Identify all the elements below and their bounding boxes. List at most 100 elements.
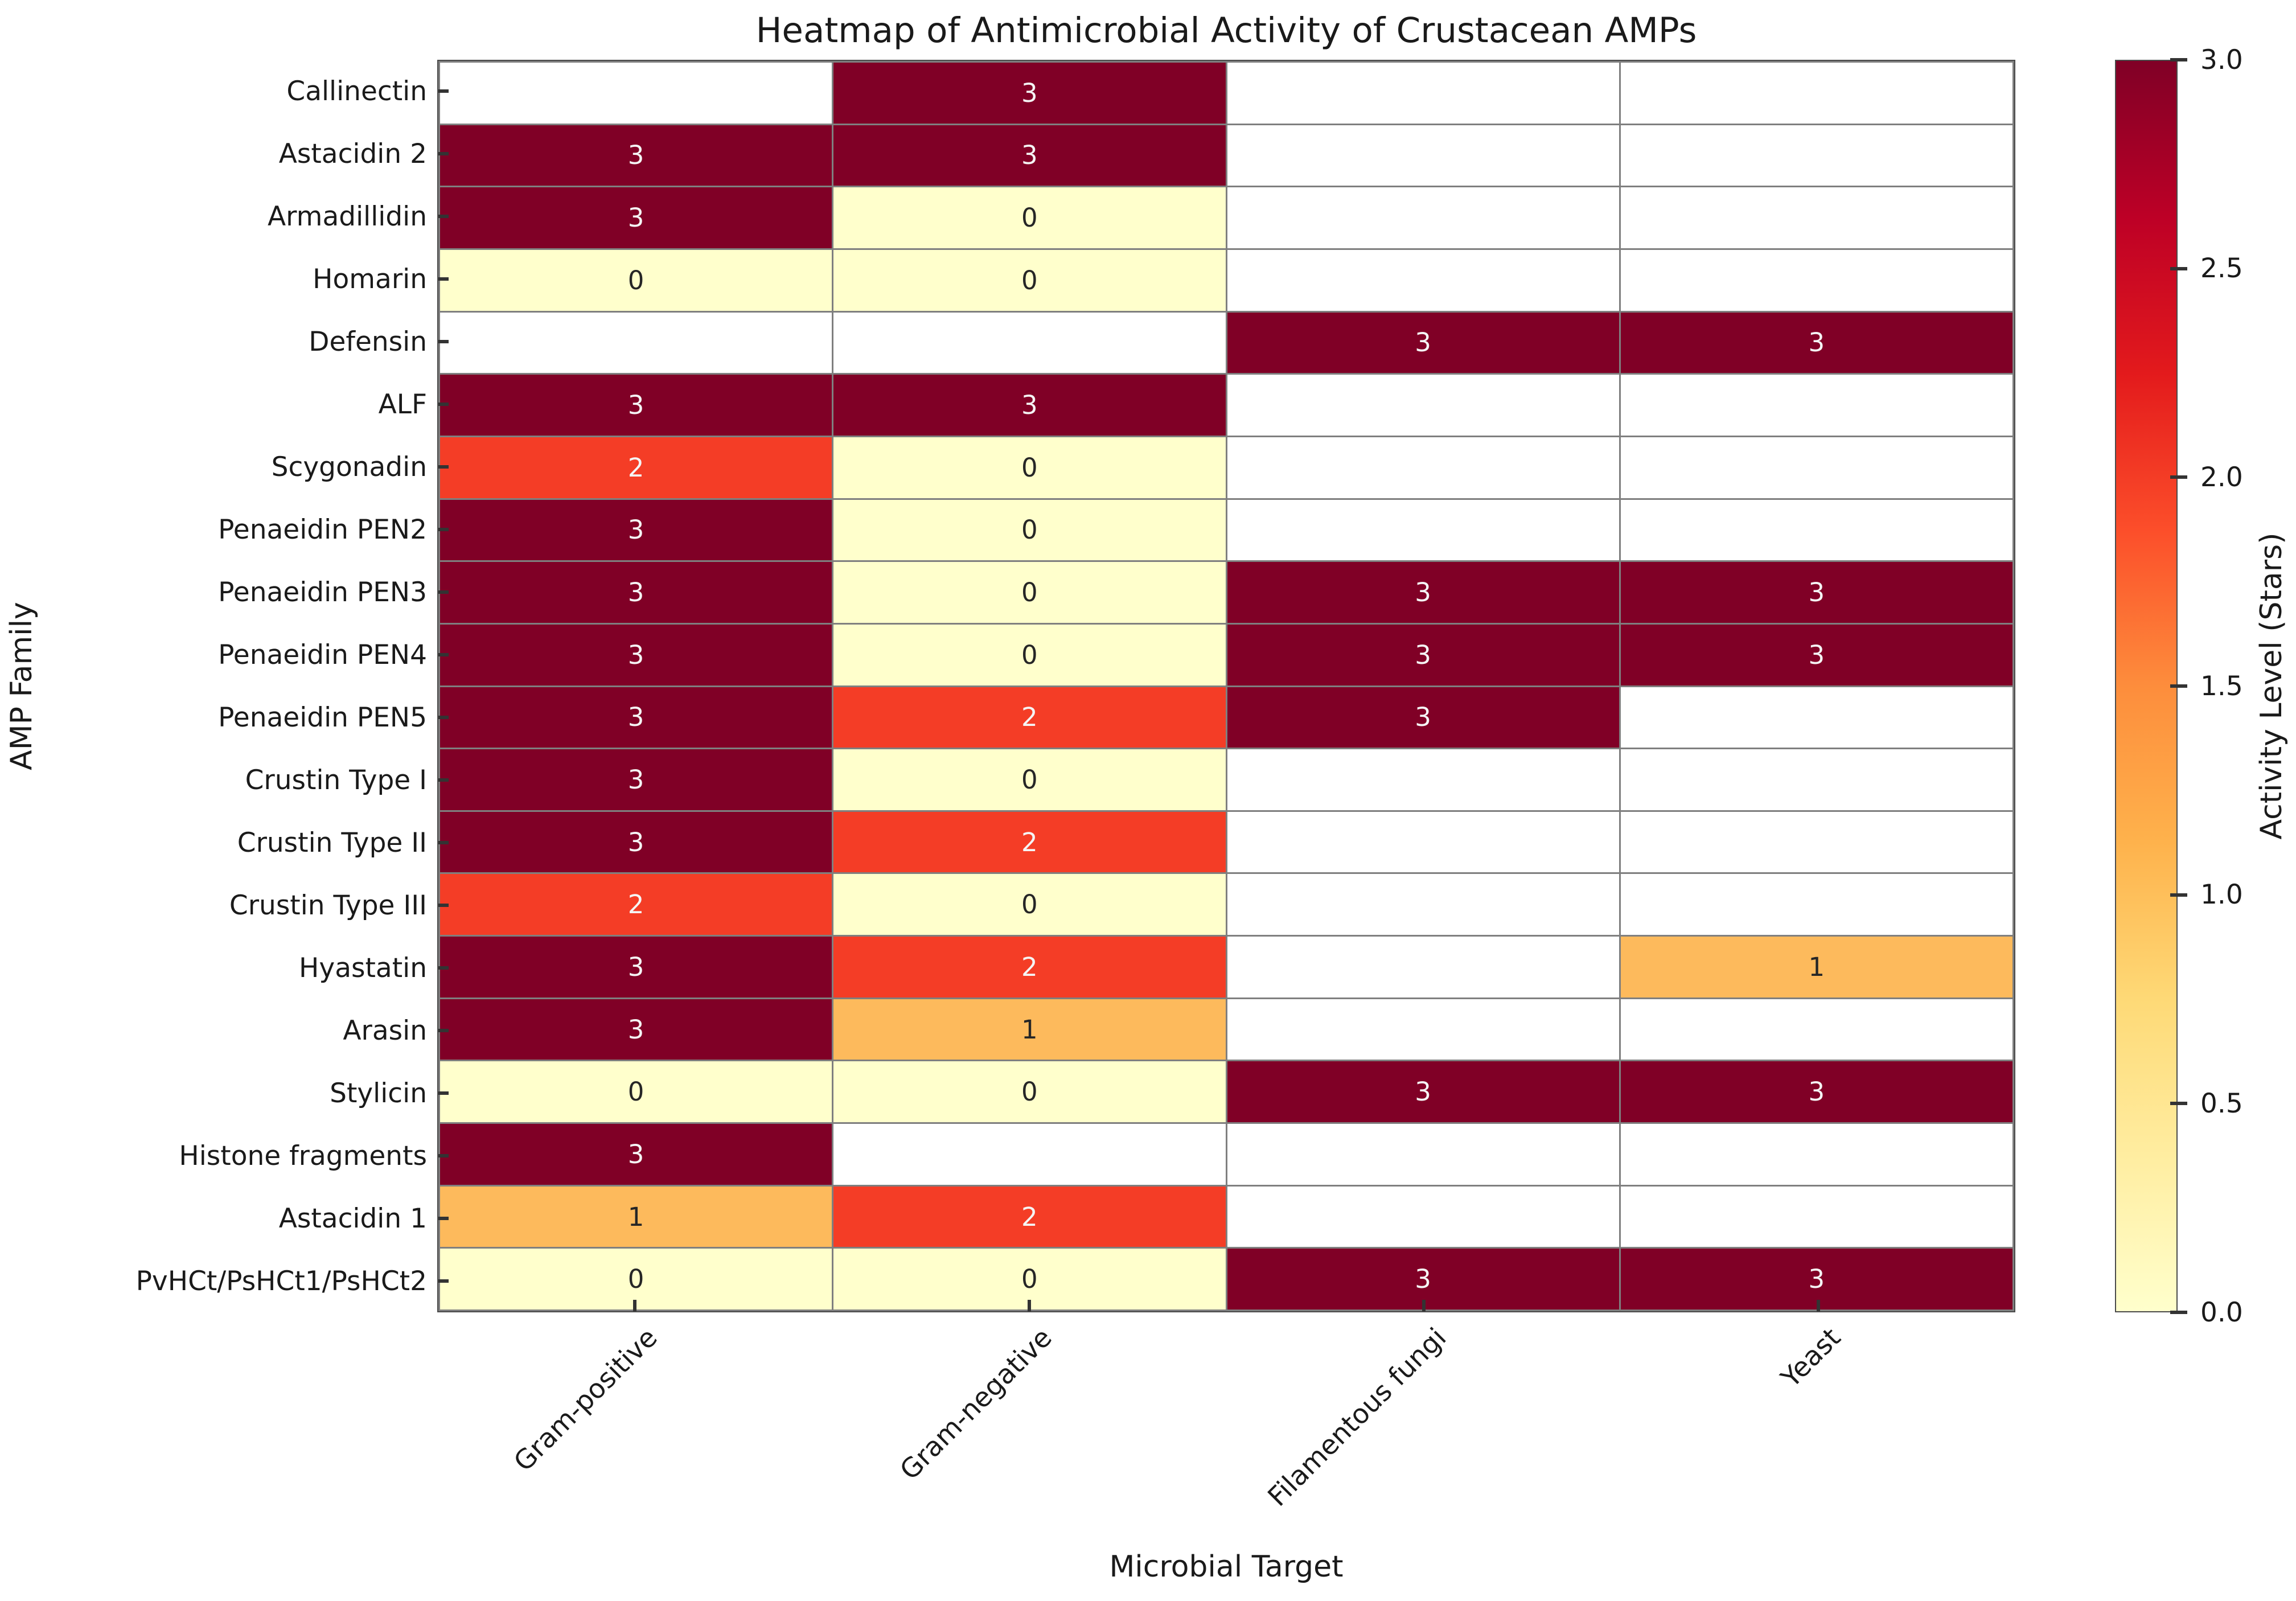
y-tick-mark [438, 403, 449, 406]
y-tick-mark [438, 904, 449, 907]
heatmap-cell-18-1: 2 [833, 1186, 1226, 1247]
colorbar-tick-mark [2170, 684, 2187, 688]
heatmap-cell-0-1: 3 [833, 63, 1226, 124]
heatmap-cell-7-0: 3 [440, 499, 832, 561]
y-tick-label: PvHCt/PsHCt1/PsHCt2 [135, 1265, 427, 1297]
x-tick-mark [1027, 1300, 1031, 1311]
y-tick-mark [438, 340, 449, 343]
heatmap-cell-2-2 [1227, 187, 1619, 248]
heatmap-cell-7-3 [1620, 499, 2012, 561]
heatmap-cell-10-1: 2 [833, 687, 1226, 748]
heatmap-cell-5-2 [1227, 375, 1619, 436]
heatmap-cell-13-0: 2 [440, 874, 832, 935]
heatmap-cell-15-0: 3 [440, 999, 832, 1060]
heatmap-cell-3-0: 0 [440, 249, 832, 311]
heatmap-cell-14-2 [1227, 937, 1619, 997]
heatmap-cell-19-3: 3 [1620, 1249, 2012, 1309]
heatmap-cell-6-1: 0 [833, 437, 1226, 498]
x-tick-label: Gram-negative [893, 1322, 1058, 1487]
colorbar-tick-label: 0.0 [2200, 1296, 2243, 1328]
heatmap-cell-3-2 [1227, 249, 1619, 311]
heatmap-cell-9-2: 3 [1227, 624, 1619, 685]
heatmap-cell-1-0: 3 [440, 125, 832, 186]
heatmap-cell-7-1: 0 [833, 499, 1226, 561]
colorbar-tick-label: 2.0 [2200, 461, 2243, 493]
y-tick-mark [438, 465, 449, 469]
heatmap-cell-9-3: 3 [1620, 624, 2012, 685]
heatmap-cell-12-2 [1227, 811, 1619, 873]
y-tick-mark [438, 89, 449, 93]
x-tick-label: Filamentous fungi [1262, 1322, 1453, 1513]
y-tick-mark [438, 1279, 449, 1283]
heatmap-cell-4-3: 3 [1620, 312, 2012, 373]
y-tick-mark [438, 152, 449, 155]
heatmap-cell-6-3 [1620, 437, 2012, 498]
colorbar-tick-mark [2170, 1102, 2187, 1106]
heatmap-cell-12-1: 2 [833, 811, 1226, 873]
colorbar-tick-label: 3.0 [2200, 44, 2243, 76]
y-tick-mark [438, 590, 449, 594]
y-tick-label: Penaeidin PEN4 [218, 639, 427, 671]
colorbar-tick-mark [2170, 58, 2187, 61]
y-tick-mark [438, 215, 449, 218]
heatmap-cell-6-0: 2 [440, 437, 832, 498]
y-tick-mark [438, 778, 449, 782]
heatmap-cell-11-0: 3 [440, 749, 832, 810]
y-tick-mark [438, 966, 449, 970]
heatmap-cell-15-3 [1620, 999, 2012, 1060]
heatmap-cell-9-0: 3 [440, 624, 832, 685]
heatmap-cell-14-1: 2 [833, 937, 1226, 997]
y-tick-mark [438, 1029, 449, 1032]
y-tick-mark [438, 1154, 449, 1157]
y-tick-mark [438, 528, 449, 531]
heatmap-cell-3-3 [1620, 249, 2012, 311]
colorbar-label: Activity Level (Stars) [2254, 532, 2289, 840]
colorbar-tick-mark [2170, 1311, 2187, 1314]
y-tick-label: Astacidin 1 [278, 1202, 427, 1234]
heatmap-cell-8-2: 3 [1227, 562, 1619, 623]
y-tick-label: Armadillidin [268, 200, 427, 232]
heatmap-cell-10-2: 3 [1227, 687, 1619, 748]
heatmap-cell-5-0: 3 [440, 375, 832, 436]
chart-title: Heatmap of Antimicrobial Activity of Cru… [755, 10, 1697, 51]
heatmap-cell-13-1: 0 [833, 874, 1226, 935]
y-tick-label: Defensin [309, 326, 427, 358]
colorbar-tick-label: 0.5 [2200, 1087, 2243, 1119]
colorbar-tick-label: 1.5 [2200, 670, 2243, 702]
heatmap-cell-5-3 [1620, 375, 2012, 436]
heatmap-cell-13-3 [1620, 874, 2012, 935]
heatmap-cell-14-3: 1 [1620, 937, 2012, 997]
heatmap-cell-4-2: 3 [1227, 312, 1619, 373]
heatmap-cell-19-1: 0 [833, 1249, 1226, 1309]
heatmap-cell-15-2 [1227, 999, 1619, 1060]
heatmap-cell-8-0: 3 [440, 562, 832, 623]
y-tick-label: Penaeidin PEN2 [218, 514, 427, 545]
x-tick-label: Yeast [1775, 1322, 1847, 1394]
colorbar-tick-label: 2.5 [2200, 253, 2243, 285]
y-tick-mark [438, 277, 449, 281]
heatmap-cell-17-0: 3 [440, 1124, 832, 1185]
heatmap-cell-2-1: 0 [833, 187, 1226, 248]
heatmap-cell-4-0 [440, 312, 832, 373]
heatmap-cell-16-0: 0 [440, 1061, 832, 1123]
x-tick-label: Gram-positive [507, 1322, 664, 1478]
heatmap-cell-16-1: 0 [833, 1061, 1226, 1123]
y-tick-mark [438, 1217, 449, 1220]
heatmap-cell-11-1: 0 [833, 749, 1226, 810]
x-tick-mark [1422, 1300, 1426, 1311]
heatmap-cell-18-2 [1227, 1186, 1619, 1247]
y-tick-label: Histone fragments [179, 1140, 427, 1172]
heatmap-cell-3-1: 0 [833, 249, 1226, 311]
y-tick-label: Crustin Type III [229, 889, 427, 921]
heatmap-cell-18-3 [1620, 1186, 2012, 1247]
y-tick-label: Crustin Type I [245, 764, 427, 796]
heatmap-cell-9-1: 0 [833, 624, 1226, 685]
heatmap-cell-13-2 [1227, 874, 1619, 935]
heatmap-cell-19-0: 0 [440, 1249, 832, 1309]
heatmap-cell-1-1: 3 [833, 125, 1226, 186]
heatmap-cell-12-0: 3 [440, 811, 832, 873]
heatmap-cell-17-3 [1620, 1124, 2012, 1185]
y-tick-label: Stylicin [330, 1077, 427, 1109]
